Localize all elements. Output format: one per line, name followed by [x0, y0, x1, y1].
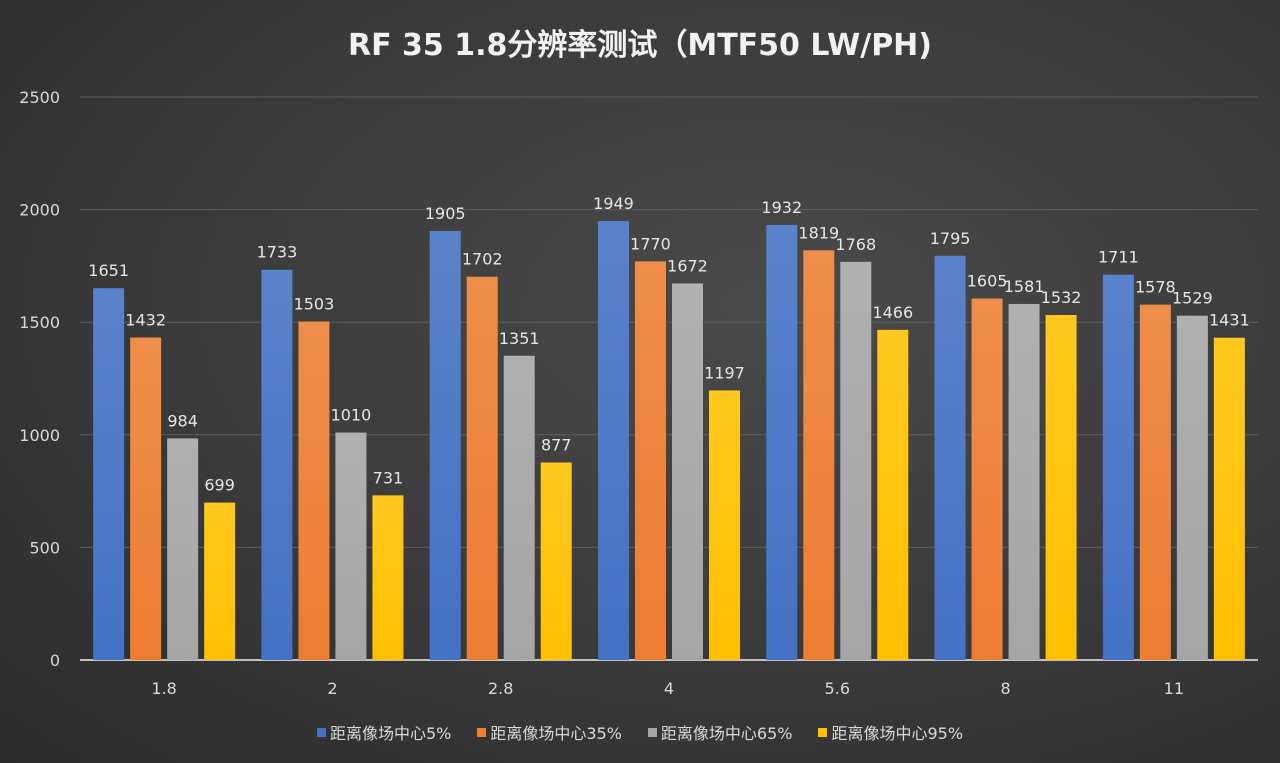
bar-8-series-2 [971, 298, 1003, 660]
data-label: 1503 [294, 295, 335, 314]
x-tick-label: 4 [664, 679, 674, 698]
bar-1.8-series-4 [204, 502, 236, 660]
data-label: 1770 [630, 234, 671, 253]
data-label: 877 [541, 435, 572, 454]
data-label: 1733 [257, 243, 298, 262]
x-axis-ticks: 1.8 2 2.8 4 5.6 8 11 [151, 679, 1184, 698]
data-label: 699 [204, 476, 235, 495]
gridlines [80, 96, 1258, 661]
bar-5.6-series-3 [840, 261, 872, 660]
data-label: 1819 [798, 223, 839, 242]
bar-11-series-4 [1213, 337, 1245, 660]
data-label: 984 [167, 411, 198, 430]
bar-11-series-3 [1176, 315, 1208, 660]
bar-4-series-2 [635, 261, 666, 660]
data-label: 1905 [425, 204, 466, 223]
bar-8-series-4 [1045, 314, 1077, 660]
bar-8-series-1 [934, 255, 966, 661]
bar-2-series-1 [261, 269, 293, 660]
data-label: 1351 [499, 329, 540, 348]
bar-5.6-series-1 [766, 224, 798, 660]
data-label: 1768 [835, 235, 876, 254]
bar-1.8-series-2 [130, 337, 162, 660]
legend-swatch [647, 727, 657, 737]
data-label: 1581 [1004, 277, 1045, 296]
bar-8-series-3 [1008, 303, 1040, 660]
x-tick-label: 11 [1164, 679, 1184, 698]
data-label: 1431 [1209, 311, 1250, 330]
bar-11-series-2 [1139, 304, 1171, 660]
bar-2-series-4 [372, 495, 404, 660]
bar-4-series-1 [598, 221, 629, 660]
legend-item-4: 距离像场中心95% [818, 720, 963, 744]
bar-5.6-series-4 [877, 329, 909, 660]
bar-chart: RF 35 1.8分辨率测试（MTF50 LW/PH) 0 500 1000 1500… [19, 28, 1258, 698]
data-label: 1702 [462, 250, 503, 269]
legend-swatch [477, 727, 487, 737]
legend-item-2: 距离像场中心35% [477, 720, 622, 744]
data-label: 1010 [331, 406, 372, 425]
legend-item-3: 距离像场中心65% [647, 720, 793, 744]
bar-2.8-series-4 [540, 462, 572, 660]
legend-label: 距离像场中心35% [490, 724, 622, 743]
y-tick-label: 500 [29, 538, 60, 557]
legend-label: 距离像场中心65% [660, 724, 793, 743]
legend-label: 距离像场中心5% [329, 724, 452, 743]
data-label: 1605 [967, 272, 1008, 291]
bar-11-series-1 [1102, 274, 1134, 660]
bar-2.8-series-2 [466, 276, 498, 660]
data-label: 1432 [125, 311, 166, 330]
x-tick-label: 5.6 [825, 679, 850, 698]
y-tick-label: 2000 [19, 201, 60, 220]
x-tick-label: 8 [1000, 679, 1010, 698]
bar-2-series-2 [298, 321, 330, 660]
x-tick-label: 1.8 [151, 679, 176, 698]
bar-5.6-series-2 [803, 250, 835, 660]
data-label: 1578 [1135, 278, 1176, 297]
x-tick-label: 2.8 [488, 679, 513, 698]
data-label: 1197 [704, 363, 745, 382]
legend-item-1: 距离像场中心5% [316, 720, 452, 744]
legend-swatch [818, 727, 828, 737]
y-tick-label: 0 [50, 651, 60, 670]
y-axis-ticks: 0 500 1000 1500 2000 2500 [19, 88, 60, 670]
data-label: 1532 [1041, 288, 1082, 307]
bar-2-series-3 [335, 432, 367, 660]
bars [93, 221, 1245, 661]
data-label: 1711 [1098, 248, 1139, 267]
bar-2.8-series-3 [503, 355, 535, 660]
data-label: 1651 [88, 261, 129, 280]
data-label: 1949 [593, 194, 634, 213]
data-label: 1932 [761, 198, 802, 217]
data-labels: 1651 1432 984 699 1733 1503 1010 731 1905 1702 135… [88, 194, 1249, 495]
legend-swatch [316, 727, 326, 737]
y-tick-label: 1500 [19, 313, 60, 332]
legend-label: 距离像场中心95% [831, 724, 964, 743]
bar-4-series-3 [672, 283, 703, 660]
data-label: 1672 [667, 256, 708, 275]
bar-1.8-series-3 [167, 438, 199, 660]
bar-1.8-series-1 [93, 288, 125, 660]
y-tick-label: 2500 [19, 88, 60, 107]
chart-title: RF 35 1.8分辨率测试（MTF50 LW/PH) [348, 28, 932, 63]
data-label: 1529 [1172, 289, 1213, 308]
data-label: 731 [373, 468, 404, 487]
data-label: 1795 [930, 229, 971, 248]
legend: 距离像场中心5% 距离像场中心35% 距离像场中心65% 距离像场中心95% [0, 720, 1280, 744]
bar-4-series-4 [709, 390, 740, 660]
bar-2.8-series-1 [429, 230, 461, 660]
data-label: 1466 [872, 303, 913, 322]
x-tick-label: 2 [327, 679, 337, 698]
y-tick-label: 1000 [19, 426, 60, 445]
